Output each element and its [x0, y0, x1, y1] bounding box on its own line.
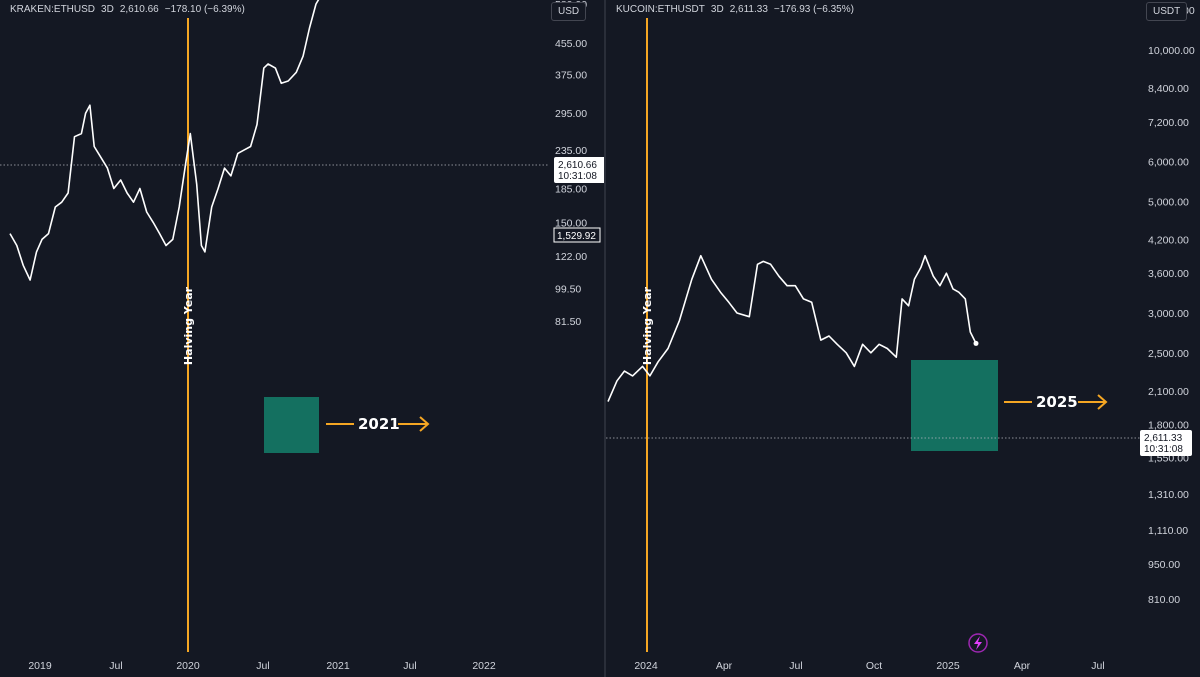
- x-tick-label: 2020: [176, 660, 200, 672]
- annotation-year-label: 2021: [358, 415, 400, 433]
- price-tag-countdown: 10:31:08: [558, 171, 597, 182]
- low-price-tag: 1,529.92: [553, 227, 601, 243]
- y-tick-label: 3,000.00: [1148, 308, 1189, 320]
- y-tick-label: 7,200.00: [1148, 117, 1189, 129]
- x-tick-label: Oct: [866, 660, 882, 672]
- y-tick-label: 295.00: [555, 108, 587, 120]
- last-point-dot: [973, 340, 979, 346]
- y-tick-label: 1,110.00: [1148, 525, 1188, 537]
- x-tick-label: 2024: [634, 660, 658, 672]
- highlight-box: [911, 360, 998, 451]
- lightning-icon-bolt: [974, 636, 982, 650]
- price-series-line[interactable]: [607, 254, 977, 402]
- x-tick-label: 2021: [326, 660, 350, 672]
- low-price-value: 1,529.92: [557, 231, 596, 242]
- y-tick-label: 2,100.00: [1148, 386, 1189, 398]
- x-tick-label: Jul: [403, 660, 416, 672]
- highlight-box: [264, 397, 319, 453]
- price-tag-bg: [554, 157, 604, 183]
- lightning-icon-ring: [968, 633, 988, 653]
- y-tick-label: 150.00: [555, 217, 587, 229]
- symbol-name[interactable]: KUCOIN:ETHUSDT: [616, 4, 705, 15]
- price-tag-value: 2,610.66: [558, 160, 597, 171]
- price-tag-bg: [1140, 430, 1192, 456]
- x-tick-label: Apr: [716, 660, 733, 672]
- symbol-header-right: KUCOIN:ETHUSDT 3D 2,611.33 −176.93 (−6.35%): [616, 4, 860, 15]
- currency-button-left[interactable]: USD: [551, 2, 587, 21]
- chart-panel-right[interactable]: 26,000.0022,000.0018,000.0015,000.0012,0…: [606, 0, 1200, 677]
- chart-canvas-left[interactable]: 7,200.005,600.004,600.003,600.002,800.00…: [0, 0, 604, 677]
- last-price: 2,611.33: [729, 4, 768, 15]
- x-tick-label: 2019: [28, 660, 52, 672]
- interval-label[interactable]: 3D: [101, 4, 114, 15]
- x-tick-label: Jul: [1091, 660, 1104, 672]
- y-tick-label: 950.00: [1148, 559, 1180, 571]
- panel-divider[interactable]: [604, 0, 606, 677]
- y-tick-label: 2,500.00: [1148, 348, 1189, 360]
- last-price: 2,610.66: [119, 4, 159, 15]
- y-tick-label: 99.50: [555, 284, 581, 296]
- x-tick-label: 2022: [472, 660, 496, 672]
- y-tick-label: 810.00: [1148, 594, 1180, 606]
- x-tick-label: Jul: [789, 660, 802, 672]
- y-tick-label: 10,000.00: [1148, 45, 1195, 57]
- arrow-right-icon: [1097, 394, 1108, 410]
- x-tick-label: Apr: [1014, 660, 1031, 672]
- y-tick-label: 185.00: [555, 184, 587, 196]
- interval-label[interactable]: 3D: [710, 4, 724, 15]
- y-tick-label: 235.00: [555, 145, 587, 157]
- symbol-name[interactable]: KRAKEN:ETHUSD: [10, 4, 96, 15]
- x-tick-label: Jul: [109, 660, 122, 672]
- currency-button-right[interactable]: USDT: [1146, 2, 1188, 21]
- y-tick-label: 375.00: [555, 69, 587, 81]
- annotation-year-label: 2025: [1036, 393, 1078, 411]
- price-change: −178.10 (−6.39%): [164, 4, 245, 15]
- chart-panel-left[interactable]: 7,200.005,600.004,600.003,600.002,800.00…: [0, 0, 604, 677]
- arrow-right-icon: [419, 416, 430, 432]
- y-tick-label: 8,400.00: [1148, 83, 1189, 95]
- chart-canvas-right[interactable]: 26,000.0022,000.0018,000.0015,000.0012,0…: [606, 0, 1200, 677]
- y-tick-label: 122.00: [555, 251, 587, 263]
- halving-year-label: Halving Year: [182, 286, 195, 365]
- x-tick-label: 2025: [936, 660, 960, 672]
- y-tick-label: 3,600.00: [1148, 268, 1189, 280]
- price-change: −176.93 (−6.35%): [773, 4, 854, 15]
- price-tag-value: 2,611.33: [1144, 433, 1183, 444]
- lightning-icon[interactable]: [968, 633, 988, 653]
- y-tick-label: 1,800.00: [1148, 420, 1189, 432]
- halving-year-label: Halving Year: [641, 286, 654, 365]
- x-tick-label: Jul: [256, 660, 269, 672]
- y-tick-label: 1,310.00: [1148, 489, 1189, 501]
- price-series-line[interactable]: [9, 0, 545, 281]
- symbol-header-left: KRAKEN:ETHUSD 3D 2,610.66 −178.10 (−6.39%): [10, 4, 251, 15]
- y-tick-label: 5,000.00: [1148, 196, 1189, 208]
- y-tick-label: 6,000.00: [1148, 157, 1189, 169]
- y-tick-label: 81.50: [555, 316, 581, 328]
- y-tick-label: 4,200.00: [1148, 235, 1189, 247]
- low-price-bg: [553, 227, 601, 243]
- price-tag-countdown: 10:31:08: [1144, 444, 1183, 455]
- y-tick-label: 455.00: [555, 38, 587, 50]
